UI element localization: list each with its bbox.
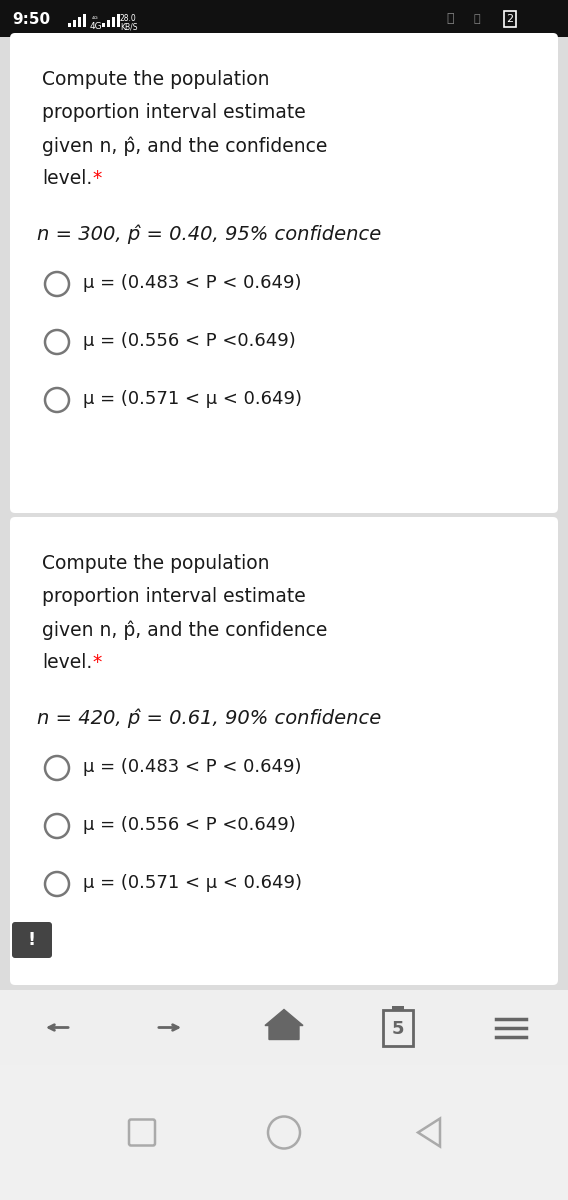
FancyBboxPatch shape — [107, 20, 110, 26]
Text: *: * — [92, 169, 101, 188]
Text: proportion interval estimate: proportion interval estimate — [42, 587, 306, 606]
Text: ⁴ᴳ: ⁴ᴳ — [92, 14, 99, 24]
FancyBboxPatch shape — [10, 32, 558, 514]
Text: proportion interval estimate: proportion interval estimate — [42, 103, 306, 122]
FancyBboxPatch shape — [0, 990, 568, 1066]
Text: level.: level. — [42, 169, 92, 188]
FancyBboxPatch shape — [73, 20, 76, 26]
Text: n = 300, p̂ = 0.40, 95% confidence: n = 300, p̂ = 0.40, 95% confidence — [37, 224, 381, 244]
FancyBboxPatch shape — [12, 922, 52, 958]
Text: 5: 5 — [392, 1020, 404, 1038]
Text: 4G: 4G — [90, 22, 103, 31]
Text: 2: 2 — [507, 14, 513, 24]
FancyBboxPatch shape — [117, 14, 120, 26]
Text: μ = (0.483 < P < 0.649): μ = (0.483 < P < 0.649) — [83, 758, 302, 776]
Text: μ = (0.571 < μ < 0.649): μ = (0.571 < μ < 0.649) — [83, 874, 302, 892]
Text: !: ! — [28, 931, 36, 949]
Text: μ = (0.556 < P <0.649): μ = (0.556 < P <0.649) — [83, 332, 296, 350]
FancyBboxPatch shape — [0, 1066, 568, 1200]
Text: KB/S: KB/S — [120, 22, 137, 31]
Text: 28.0: 28.0 — [120, 14, 137, 23]
Text: 9:50: 9:50 — [12, 12, 50, 26]
FancyBboxPatch shape — [68, 23, 71, 26]
FancyBboxPatch shape — [10, 517, 558, 985]
Text: level.: level. — [42, 653, 92, 672]
Text: n = 420, p̂ = 0.61, 90% confidence: n = 420, p̂ = 0.61, 90% confidence — [37, 708, 381, 727]
Text: Compute the population: Compute the population — [42, 70, 269, 89]
Text: Compute the population: Compute the population — [42, 554, 269, 572]
FancyBboxPatch shape — [102, 23, 105, 26]
Polygon shape — [265, 1009, 303, 1039]
Text: μ = (0.556 < P <0.649): μ = (0.556 < P <0.649) — [83, 816, 296, 834]
FancyBboxPatch shape — [78, 17, 81, 26]
FancyBboxPatch shape — [392, 1006, 404, 1010]
FancyBboxPatch shape — [83, 14, 86, 26]
Text: 🏳: 🏳 — [446, 12, 454, 25]
Text: given n, p̂, and the confidence: given n, p̂, and the confidence — [42, 136, 327, 156]
FancyBboxPatch shape — [112, 17, 115, 26]
FancyBboxPatch shape — [0, 0, 568, 37]
Text: given n, p̂, and the confidence: given n, p̂, and the confidence — [42, 620, 327, 640]
Text: *: * — [92, 653, 101, 672]
Text: 🔒: 🔒 — [474, 14, 481, 24]
Text: μ = (0.483 < P < 0.649): μ = (0.483 < P < 0.649) — [83, 274, 302, 292]
Text: μ = (0.571 < μ < 0.649): μ = (0.571 < μ < 0.649) — [83, 390, 302, 408]
